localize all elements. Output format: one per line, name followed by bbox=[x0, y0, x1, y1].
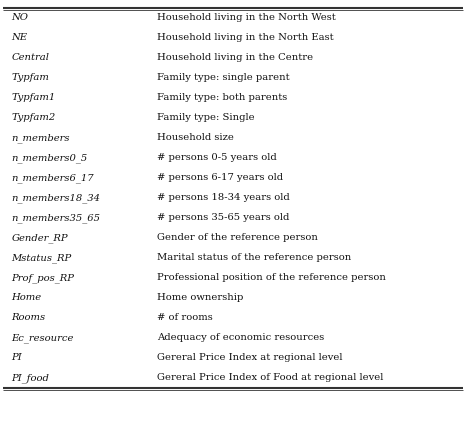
Text: Household size: Household size bbox=[157, 134, 233, 142]
Text: Mstatus_RP: Mstatus_RP bbox=[11, 253, 72, 263]
Text: Home ownership: Home ownership bbox=[157, 293, 243, 303]
Text: Gereral Price Index at regional level: Gereral Price Index at regional level bbox=[157, 353, 343, 363]
Text: # persons 35-65 years old: # persons 35-65 years old bbox=[157, 213, 289, 223]
Text: NE: NE bbox=[11, 33, 27, 42]
Text: # of rooms: # of rooms bbox=[157, 314, 212, 322]
Text: Household living in the North West: Household living in the North West bbox=[157, 14, 336, 22]
Text: # persons 0-5 years old: # persons 0-5 years old bbox=[157, 153, 276, 162]
Text: n_members6_17: n_members6_17 bbox=[11, 173, 94, 183]
Text: Gender of the reference person: Gender of the reference person bbox=[157, 233, 318, 243]
Text: Gender_RP: Gender_RP bbox=[11, 233, 68, 243]
Text: PI: PI bbox=[11, 353, 22, 363]
Text: Prof_pos_RP: Prof_pos_RP bbox=[11, 273, 75, 283]
Text: Marital status of the reference person: Marital status of the reference person bbox=[157, 254, 351, 262]
Text: Family type: Single: Family type: Single bbox=[157, 113, 254, 123]
Text: n_members0_5: n_members0_5 bbox=[11, 153, 88, 163]
Text: PI_food: PI_food bbox=[11, 373, 49, 383]
Text: Typfam: Typfam bbox=[11, 74, 49, 82]
Text: Home: Home bbox=[11, 293, 41, 303]
Text: Adequacy of economic resources: Adequacy of economic resources bbox=[157, 333, 324, 343]
Text: Family type: single parent: Family type: single parent bbox=[157, 74, 289, 82]
Text: n_members: n_members bbox=[11, 133, 70, 143]
Text: Household living in the North East: Household living in the North East bbox=[157, 33, 333, 42]
Text: Gereral Price Index of Food at regional level: Gereral Price Index of Food at regional … bbox=[157, 374, 383, 382]
Text: n_members18_34: n_members18_34 bbox=[11, 193, 100, 203]
Text: Family type: both parents: Family type: both parents bbox=[157, 93, 287, 102]
Text: Central: Central bbox=[11, 53, 49, 63]
Text: Typfam1: Typfam1 bbox=[11, 93, 55, 102]
Text: Ec_resource: Ec_resource bbox=[11, 333, 74, 343]
Text: Household living in the Centre: Household living in the Centre bbox=[157, 53, 313, 63]
Text: Rooms: Rooms bbox=[11, 314, 46, 322]
Text: NO: NO bbox=[11, 14, 28, 22]
Text: n_members35_65: n_members35_65 bbox=[11, 213, 100, 223]
Text: # persons 18-34 years old: # persons 18-34 years old bbox=[157, 194, 289, 202]
Text: # persons 6-17 years old: # persons 6-17 years old bbox=[157, 173, 283, 183]
Text: Professional position of the reference person: Professional position of the reference p… bbox=[157, 273, 386, 283]
Text: Typfam2: Typfam2 bbox=[11, 113, 55, 123]
